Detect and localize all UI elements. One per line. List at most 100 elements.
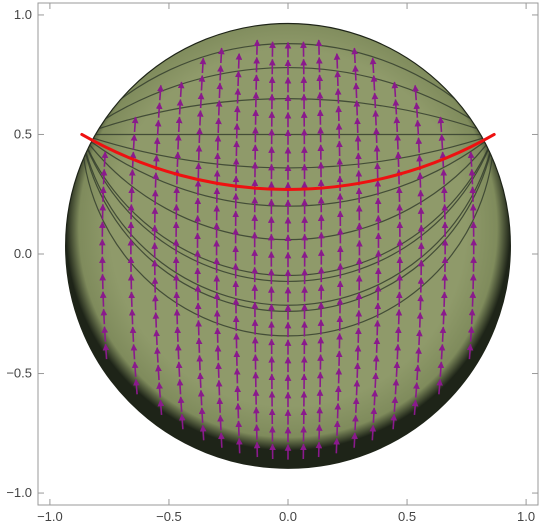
vector-arrow [369, 424, 377, 441]
vector-arrow [153, 137, 161, 153]
vector-arrow [391, 396, 399, 412]
vector-arrow [100, 308, 108, 325]
vector-arrow [439, 326, 447, 342]
vector-arrow [390, 413, 398, 430]
vector-arrow [177, 81, 185, 98]
vector-arrow [393, 116, 401, 132]
y-tick-label: 1.0 [14, 7, 32, 22]
vector-arrow [129, 326, 137, 342]
disk-contents [81, 39, 495, 460]
vector-arrow [370, 75, 378, 91]
vector-arrow [467, 326, 475, 342]
vector-arrow [128, 168, 136, 185]
vector-arrow [154, 347, 161, 363]
vector-arrow [353, 379, 361, 396]
vector-arrow [152, 312, 160, 328]
vector-arrow [468, 308, 476, 325]
vector-arrow [469, 186, 477, 202]
vector-arrow [415, 347, 422, 363]
vector-arrow [156, 382, 163, 398]
vector-arrow [235, 53, 243, 69]
vector-arrow [198, 75, 206, 91]
vector-arrow [351, 432, 358, 448]
vector-arrow [133, 378, 140, 395]
vector-arrow [174, 326, 181, 342]
vector-arrow [440, 308, 448, 325]
vector-arrow [217, 414, 224, 431]
x-tick-label: 0.5 [398, 509, 416, 524]
vector-arrow [99, 186, 107, 202]
vector-arrow [174, 151, 182, 167]
vector-arrow [468, 168, 476, 185]
vector-arrow [217, 64, 224, 81]
vector-arrow [130, 343, 138, 360]
vector-arrow [177, 396, 185, 412]
vector-arrow [413, 382, 420, 398]
vector-arrow [352, 64, 359, 81]
vector-arrow [101, 326, 109, 342]
vector-arrow [395, 326, 402, 342]
vector-arrow [415, 137, 423, 153]
vector-arrow [370, 407, 378, 423]
vector-arrow [415, 329, 423, 346]
vector-arrow [469, 291, 477, 307]
vector-arrow [216, 397, 224, 413]
vector-arrow [218, 432, 225, 448]
highlight-curve [80, 132, 496, 191]
vector-arrow [371, 92, 379, 109]
vector-arrow [352, 82, 360, 99]
vector-arrow [128, 308, 136, 325]
vector-arrow [198, 407, 206, 423]
vector-arrow [372, 372, 379, 388]
vector-arrow [131, 361, 139, 377]
y-tick-label: −1.0 [6, 485, 32, 500]
vector-arrow [392, 378, 400, 395]
vector-arrow [352, 397, 360, 413]
vector-arrow [131, 116, 139, 133]
y-tick-label: 0.5 [14, 126, 32, 141]
vector-arrow [394, 133, 402, 150]
vector-arrow [333, 420, 341, 436]
vector-arrow [175, 361, 183, 377]
vector-arrow [438, 343, 446, 360]
vector-arrow [352, 414, 359, 431]
vector-arrow [174, 343, 182, 360]
vector-arrow [412, 84, 419, 101]
vector-arrow [436, 378, 443, 395]
vector-arrow [416, 312, 424, 328]
vector-arrow [391, 81, 399, 98]
vector-arrow [153, 329, 161, 346]
x-tick-label: 1.0 [517, 509, 535, 524]
vector-arrow [414, 364, 421, 381]
vector-arrow [155, 102, 163, 118]
vector-arrow [99, 291, 107, 307]
vector-arrow [154, 119, 162, 136]
x-tick-label: −0.5 [156, 509, 182, 524]
vector-arrow [414, 119, 422, 136]
vector-arrow [353, 99, 361, 116]
vector-arrow [438, 133, 446, 150]
vector-arrow [196, 127, 203, 143]
vector-arrow [467, 151, 475, 167]
vector-arrow [351, 47, 359, 64]
vector-arrow [333, 53, 341, 69]
y-tick-label: −0.5 [6, 366, 32, 381]
vector-arrow [199, 57, 207, 74]
vector-arrow [197, 389, 205, 406]
vector-arrow [411, 399, 419, 416]
vector-arrow [371, 389, 379, 406]
vector-arrow [178, 413, 186, 430]
vector-arrow [466, 343, 474, 360]
x-tick-label: −1.0 [37, 509, 63, 524]
vector-arrow [369, 57, 377, 74]
vector-arrow [216, 82, 224, 99]
vector-arrow [101, 151, 109, 167]
vector-arrow [102, 343, 110, 360]
vector-arrow [176, 98, 184, 115]
vector-arrow [215, 99, 223, 116]
vector-arrow [372, 354, 380, 371]
vector-arrow [157, 399, 165, 416]
vector-arrow [215, 379, 223, 396]
